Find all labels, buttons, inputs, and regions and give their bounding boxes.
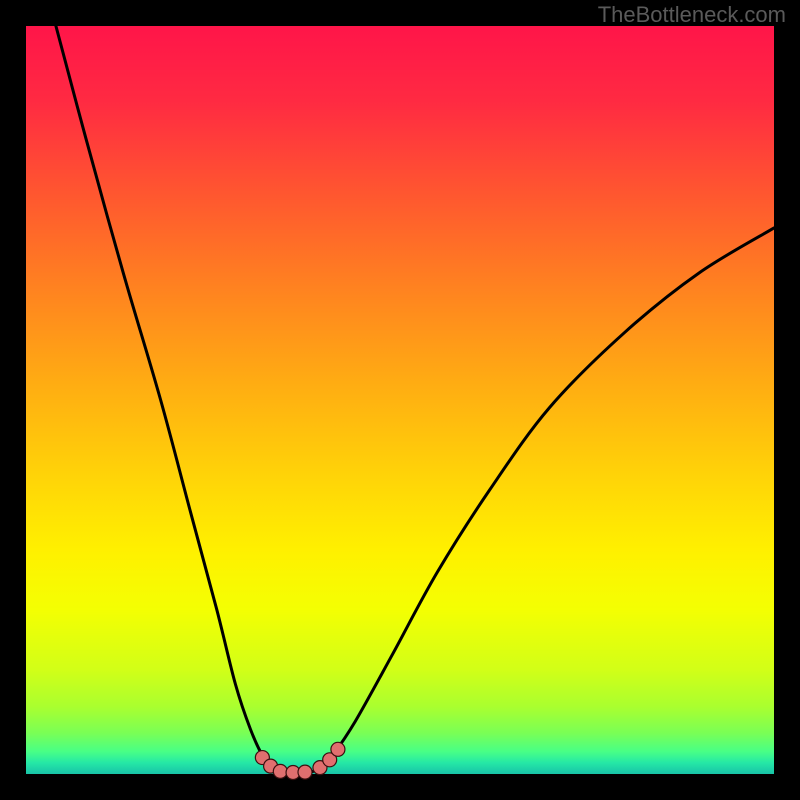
marker-point: [273, 764, 287, 778]
marker-point: [331, 742, 345, 756]
bottleneck-chart: [0, 0, 800, 800]
plot-area: [26, 26, 774, 774]
watermark-text: TheBottleneck.com: [598, 2, 786, 28]
marker-point: [298, 765, 312, 779]
